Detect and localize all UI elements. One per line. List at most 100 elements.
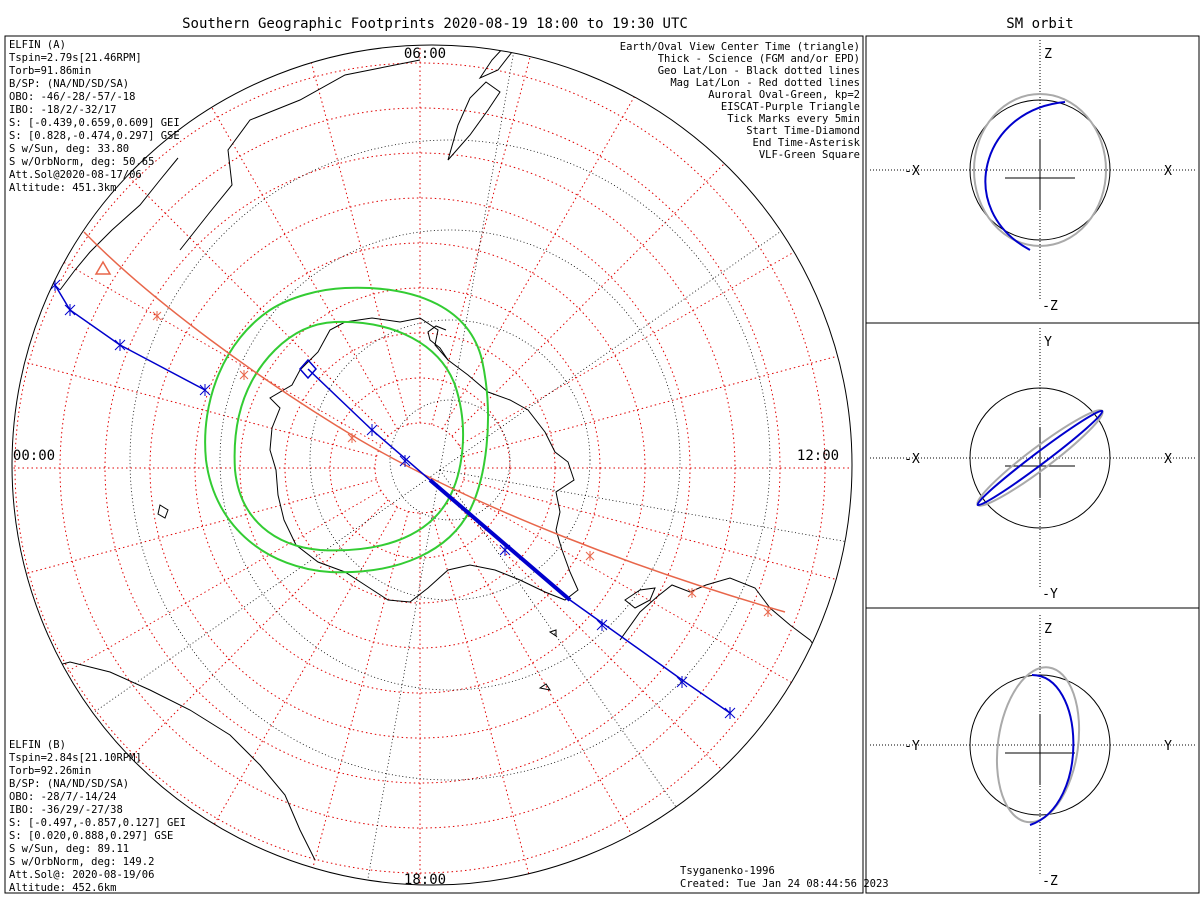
geo-parallel xyxy=(219,229,681,691)
geo-meridian xyxy=(357,469,441,885)
side-frame xyxy=(865,35,1200,894)
legend-item: Thick - Science (FGM and/or EPD) xyxy=(658,53,860,65)
mag-meridian xyxy=(431,45,540,425)
legend-item: VLF-Green Square xyxy=(759,149,860,161)
elfin-a-line: OBO: -46/-28/-57/-18 xyxy=(9,91,135,103)
clock-label-right: 12:00 xyxy=(797,448,839,464)
mag-meridian xyxy=(300,511,409,885)
coastlines xyxy=(39,45,852,861)
elfin-b-line: B/SP: (NA/ND/SD/SA) xyxy=(9,778,129,790)
elfin-b-view-triangle xyxy=(94,260,112,275)
legend-item: Tick Marks every 5min xyxy=(727,113,860,125)
mag-meridian xyxy=(463,348,852,457)
elfin-a-orbit xyxy=(1029,674,1075,826)
island-2 xyxy=(538,683,552,691)
elfin-a-tick xyxy=(114,339,126,351)
sm-earth-circle xyxy=(969,99,1111,241)
elfin-a-tick xyxy=(676,676,688,688)
mag-meridian xyxy=(300,45,409,425)
sm-label-bottom: -Z xyxy=(1042,299,1058,314)
elfin-b-line: Tspin=2.84s[21.10RPM] xyxy=(9,752,142,764)
elfin-b-line: IBO: -36/29/-27/38 xyxy=(9,804,123,816)
auroral-oval-outer xyxy=(204,286,489,574)
mag-meridian xyxy=(442,506,651,867)
elfin-b-tick xyxy=(687,588,697,598)
auroral-oval-inner xyxy=(233,320,465,552)
sm-orbit-panels: Z -Z -X X Y -Y -X X Z -Z -Y Y xyxy=(870,40,1196,889)
geo-parallel xyxy=(129,139,771,781)
elfin-a-orbit xyxy=(984,101,1066,251)
elfin-b-line: S w/Sun, deg: 89.11 xyxy=(9,843,129,855)
geo-parallel xyxy=(389,399,511,521)
africa-outline xyxy=(179,59,421,251)
elfin-b-line: Altitude: 452.6km xyxy=(9,882,116,894)
main-frame xyxy=(4,35,864,894)
elfin-a-info: ELFIN (A) Tspin=2.79s[21.46RPM] Torb=91.… xyxy=(9,39,180,194)
mag-meridian xyxy=(189,69,398,430)
plot-title: Southern Geographic Footprints 2020-08-1… xyxy=(182,16,688,32)
mag-meridian xyxy=(451,142,746,437)
elfin-a-line: S w/Sun, deg: 33.80 xyxy=(9,143,129,155)
island-3 xyxy=(548,629,557,637)
elfin-b-tick xyxy=(347,433,357,443)
legend-item: EISCAT-Purple Triangle xyxy=(721,101,860,113)
geo-meridian xyxy=(439,469,710,856)
elfin-a-line: S: [-0.439,0.659,0.609] GEI xyxy=(9,117,180,129)
clock-label-top: 06:00 xyxy=(404,46,446,62)
sm-earth-circle xyxy=(969,387,1111,529)
tierra-del-fuego xyxy=(624,587,656,609)
sm-label-top: Z xyxy=(1044,47,1052,62)
legend: Earth/Oval View Center Time (triangle) T… xyxy=(620,41,861,161)
sm-label-bottom: -Z xyxy=(1042,874,1058,889)
elfin-a-tick xyxy=(64,304,76,316)
elfin-b-tick xyxy=(763,607,773,617)
geo-meridian xyxy=(439,200,826,471)
sm-label-right: X xyxy=(1164,452,1172,467)
elfin-a-tick xyxy=(199,384,211,396)
clock-label-left: 00:00 xyxy=(13,448,55,464)
globe-outline xyxy=(11,44,853,886)
legend-item: Earth/Oval View Center Time (triangle) xyxy=(620,41,860,53)
footer-created: Created: Tue Jan 24 08:44:56 2023 xyxy=(680,878,889,890)
geo-meridian xyxy=(439,469,852,553)
mag-meridian xyxy=(458,237,819,446)
africa-coast xyxy=(59,157,179,291)
clock-label-bottom: 18:00 xyxy=(404,872,446,888)
elfin-a-line: B/SP: (NA/ND/SD/SA) xyxy=(9,78,129,90)
elfin-a-track-start xyxy=(54,284,206,391)
mag-meridian xyxy=(94,142,389,437)
elfin-b-line: Torb=92.26min xyxy=(9,765,91,777)
orbit-tracks xyxy=(49,231,786,719)
geo-meridian xyxy=(439,45,523,471)
mag-meridian xyxy=(463,479,852,588)
elfin-a-tick xyxy=(499,544,511,556)
sm-label-top: Z xyxy=(1044,622,1052,637)
mag-spokes xyxy=(12,45,852,885)
sm-panel-2: Y -Y -X X xyxy=(870,328,1196,602)
elfin-a-start-diamond xyxy=(298,358,318,380)
elfin-b-tick xyxy=(152,311,162,321)
side-title: SM orbit xyxy=(1006,16,1073,32)
elfin-a-line: Altitude: 451.3km xyxy=(9,182,116,194)
sm-label-left: -Y xyxy=(904,739,920,754)
elfin-b-track xyxy=(83,231,786,613)
elfin-b-name: ELFIN (B) xyxy=(9,739,66,751)
elfin-a-line: Tspin=2.79s[21.46RPM] xyxy=(9,52,142,64)
mag-meridian xyxy=(451,499,746,794)
sm-label-right: X xyxy=(1164,164,1172,179)
elfin-b-line: S w/OrbNorm, deg: 149.2 xyxy=(9,856,154,868)
auroral-ovals xyxy=(204,286,489,574)
footer-model: Tsyganenko-1996 xyxy=(680,865,775,877)
island-1 xyxy=(157,504,169,519)
elfin-a-tick xyxy=(399,455,411,467)
sm-label-left: -X xyxy=(904,164,920,179)
mag-meridian xyxy=(189,506,398,867)
australia-outline xyxy=(39,661,316,861)
elfin-b-orbit xyxy=(995,666,1081,824)
sm-label-bottom: -Y xyxy=(1042,587,1058,602)
elfin-a-science-segment xyxy=(428,478,572,602)
mag-meridian xyxy=(458,490,819,699)
legend-item: Mag Lat/Lon - Red dotted lines xyxy=(670,77,860,89)
